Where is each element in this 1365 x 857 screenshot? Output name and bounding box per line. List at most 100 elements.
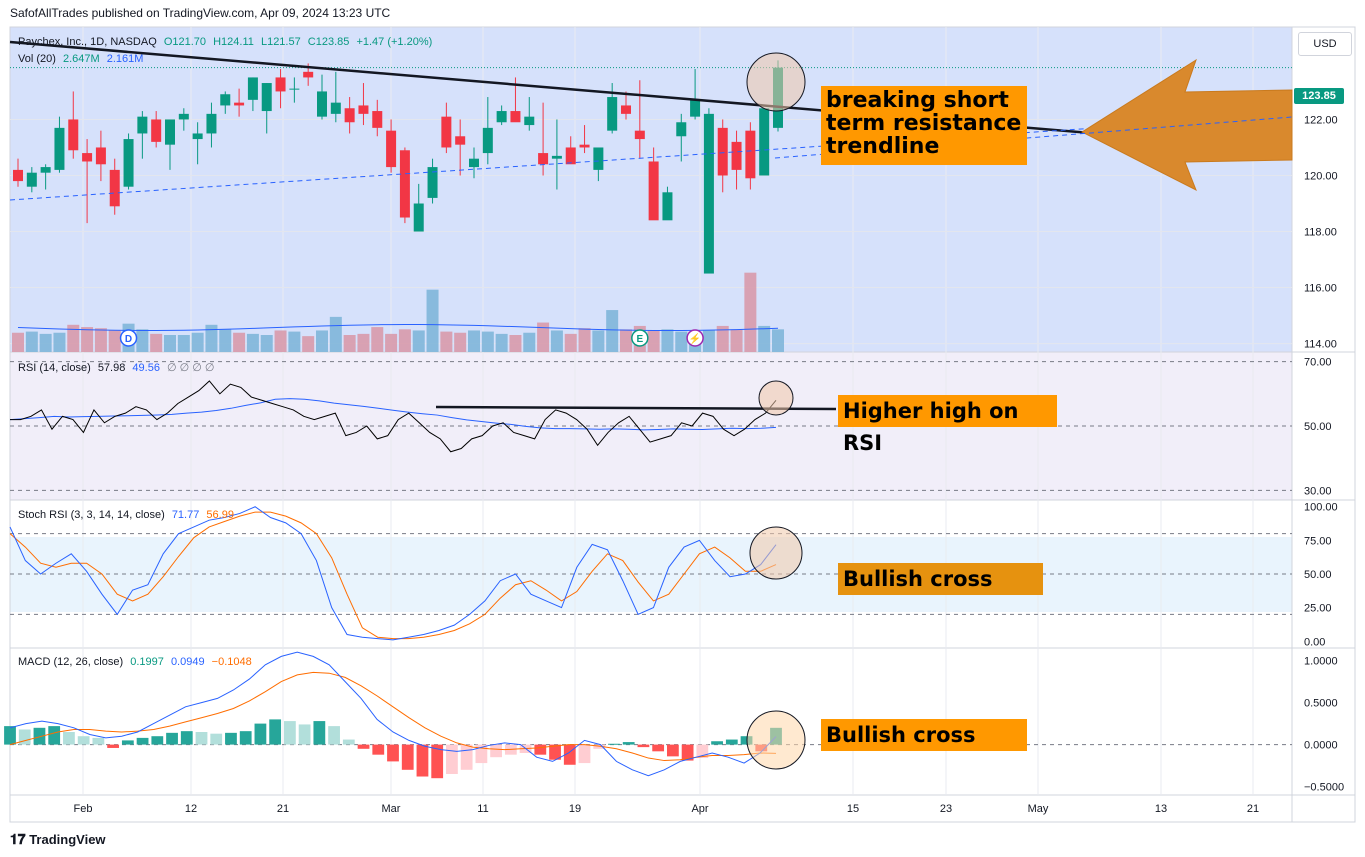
volume-ma-line	[17, 324, 779, 332]
volume-bar	[550, 330, 563, 352]
candle-body	[82, 153, 93, 162]
volume-bar	[385, 333, 398, 352]
candle-body	[676, 122, 687, 137]
volume-bar	[39, 333, 52, 352]
volume-bar	[219, 329, 232, 352]
candle-body	[621, 105, 631, 114]
candle-body	[565, 147, 576, 165]
macd-histogram-bar	[48, 726, 61, 745]
volume-bar	[343, 335, 356, 352]
macd-histogram-bar	[652, 744, 665, 752]
currency-button[interactable]: USD	[1298, 32, 1352, 56]
candle-body	[717, 127, 728, 176]
volume-bar	[316, 330, 328, 352]
x-axis-label: 11	[477, 803, 488, 815]
event-marker-label: ⚡	[689, 332, 701, 345]
candle-body	[303, 71, 314, 78]
candle-body	[524, 116, 535, 126]
candle-body	[68, 119, 79, 151]
open-value: O121.70	[163, 36, 207, 48]
candle-body	[26, 172, 37, 187]
publisher-header: SafofAllTrades published on TradingView.…	[10, 6, 391, 20]
macd-histogram-bar	[593, 744, 606, 749]
volume-bar	[81, 327, 94, 352]
candle-body	[759, 108, 770, 176]
candle-body	[399, 150, 410, 218]
stoch-highlight-circle	[749, 526, 803, 580]
macd-histogram-bar	[195, 732, 208, 745]
macd-histogram-bar	[180, 731, 193, 745]
x-axis-label: 15	[847, 803, 859, 815]
stoch-d-line	[9, 511, 777, 640]
macd-histogram-bar	[549, 744, 561, 760]
macd-legend: MACD (12, 26, close) 0.1997 0.0949 −0.10…	[18, 656, 256, 668]
candle-body	[648, 161, 659, 221]
volume-bar	[523, 332, 536, 352]
event-marker-label: E	[636, 334, 643, 345]
macd-histogram-bar	[166, 732, 178, 745]
price-tick-label: 120.00	[1304, 170, 1338, 182]
candle-body	[469, 158, 479, 168]
volume-bar	[495, 333, 508, 352]
volume-bar	[150, 333, 163, 352]
candle-body	[137, 116, 148, 134]
candle-body	[510, 111, 521, 123]
price-tick-label: 114.00	[1304, 339, 1337, 351]
macd-tick-label: 0.0000	[1304, 740, 1338, 752]
stoch-tick-label: 25.00	[1304, 603, 1332, 615]
volume-bar	[592, 330, 605, 352]
macd-histogram-bar	[681, 744, 694, 761]
volume-ma-value: 2.161M	[106, 53, 144, 65]
x-axis-label: Mar	[382, 803, 401, 815]
x-axis-label: 21	[1247, 803, 1259, 815]
candle-body	[593, 147, 604, 170]
macd-label: MACD (12, 26, close)	[18, 656, 124, 668]
event-marker-icon	[119, 329, 138, 347]
x-axis-label: 19	[569, 803, 581, 815]
rsi-empty-values: ∅ ∅ ∅ ∅	[167, 362, 215, 374]
macd-histogram-bar	[711, 741, 723, 745]
macd-histogram-bar	[33, 727, 46, 745]
macd-histogram-bar	[63, 732, 75, 745]
candle-body	[289, 88, 300, 90]
volume-bar	[108, 330, 121, 352]
candle-body	[192, 133, 203, 140]
macd-histogram-bar	[151, 736, 164, 745]
annotation-resistance-line3: trendline	[826, 134, 940, 159]
candle-body	[13, 169, 23, 182]
macd-histogram-bar	[254, 723, 267, 745]
macd-histogram-bar	[387, 744, 399, 762]
price-tick-label: 118.00	[1304, 227, 1337, 239]
volume-bar	[426, 289, 439, 352]
macd-histogram-bar	[77, 736, 90, 745]
macd-tick-label: −0.5000	[1304, 782, 1344, 794]
orange-arrow-icon	[1080, 58, 1293, 192]
macd-histogram-bar	[298, 724, 311, 745]
macd-hist-value: 0.1997	[130, 656, 164, 668]
macd-histogram-bar	[225, 732, 237, 745]
macd-histogram-bar	[357, 744, 370, 749]
volume-bar	[53, 332, 66, 352]
symbol-label: Paychex, Inc., 1D, NASDAQ	[18, 36, 157, 48]
stoch-tick-label: 75.00	[1304, 535, 1332, 547]
volume-bar	[357, 333, 370, 352]
macd-value: 0.0949	[170, 656, 205, 668]
candle-body	[634, 130, 645, 140]
candle-body	[579, 144, 590, 148]
x-axis-label: 13	[1155, 803, 1167, 815]
volume-bar	[606, 310, 619, 352]
macd-histogram-bar	[490, 744, 503, 758]
tradingview-logo[interactable]: 𝟏𝟕 TradingView	[10, 831, 106, 848]
macd-histogram-bar	[107, 744, 120, 748]
macd-histogram-bar	[666, 744, 679, 757]
change-value: +1.47 (+1.20%)	[356, 36, 433, 48]
x-axis-label: 12	[185, 803, 197, 815]
volume-bar	[25, 331, 38, 352]
volume-bar	[564, 333, 577, 352]
macd-histogram-bar	[563, 744, 576, 765]
support-trendline-ext	[774, 116, 1293, 159]
macd-histogram-bar	[431, 744, 444, 779]
macd-histogram-bar	[239, 731, 252, 745]
macd-histogram-bar	[342, 739, 355, 745]
